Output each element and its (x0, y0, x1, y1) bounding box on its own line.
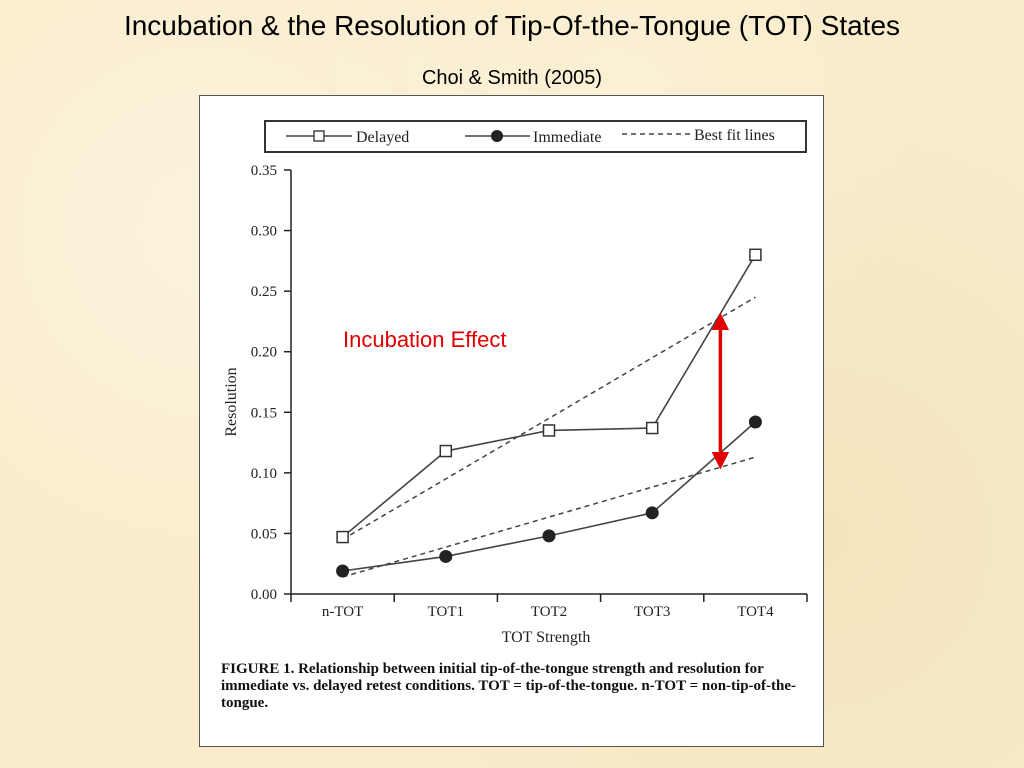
point-immediate (336, 564, 350, 578)
y-tick-label: 0.05 (251, 526, 277, 542)
y-axis-label: Resolution (223, 367, 240, 436)
x-tick-label: TOT1 (428, 604, 464, 620)
point-immediate (748, 415, 762, 429)
figure-caption: FIGURE 1. Relationship between initial t… (221, 661, 797, 711)
y-tick-label: 0.20 (251, 345, 277, 361)
y-tick-label: 0.15 (251, 405, 277, 421)
point-immediate (645, 506, 659, 520)
series-lines (342, 254, 757, 572)
y-tick-label: 0.00 (251, 587, 277, 603)
point-delayed (439, 444, 453, 458)
x-ticks: n-TOT TOT1 TOT2 TOT3 TOT4 (290, 594, 808, 620)
y-tick-label: 0.25 (251, 284, 277, 300)
y-tick-label: 0.10 (251, 466, 277, 482)
fit-line-immediate (342, 456, 756, 578)
series-line-delayed (342, 254, 757, 538)
legend-delayed-label: Delayed (356, 129, 409, 146)
y-ticks: 0.00 0.05 0.10 0.15 0.20 0.25 0.30 0.35 (251, 163, 291, 603)
legend-box (264, 120, 807, 153)
slide-title: Incubation & the Resolution of Tip-Of-th… (123, 10, 901, 41)
x-tick-label: TOT3 (634, 604, 670, 620)
series-markers (336, 248, 762, 578)
best-fit-lines (342, 296, 756, 578)
legend-fit-label: Best fit lines (694, 127, 775, 144)
fit-line-delayed (342, 296, 756, 541)
legend-immediate-label: Immediate (533, 129, 601, 146)
x-tick-label: TOT2 (531, 604, 567, 620)
legend: Delayed Immediate Best fit lines (264, 120, 807, 153)
y-tick-label: 0.35 (251, 163, 277, 179)
x-axis-label: TOT Strength (502, 629, 591, 646)
x-tick-label: TOT4 (737, 604, 774, 620)
legend-delayed-marker (313, 130, 325, 142)
point-delayed (749, 248, 762, 262)
point-delayed (336, 530, 349, 544)
legend-immediate-marker (491, 130, 503, 142)
point-delayed (542, 424, 556, 437)
series-line-immediate (342, 421, 756, 572)
point-delayed (645, 421, 659, 435)
y-tick-label: 0.30 (251, 224, 277, 240)
incubation-effect-label: Incubation Effect (343, 327, 507, 352)
point-immediate (542, 529, 556, 543)
point-immediate (439, 549, 453, 563)
slide-subtitle: Choi & Smith (2005) (421, 67, 603, 89)
x-tick-label: n-TOT (322, 604, 363, 620)
